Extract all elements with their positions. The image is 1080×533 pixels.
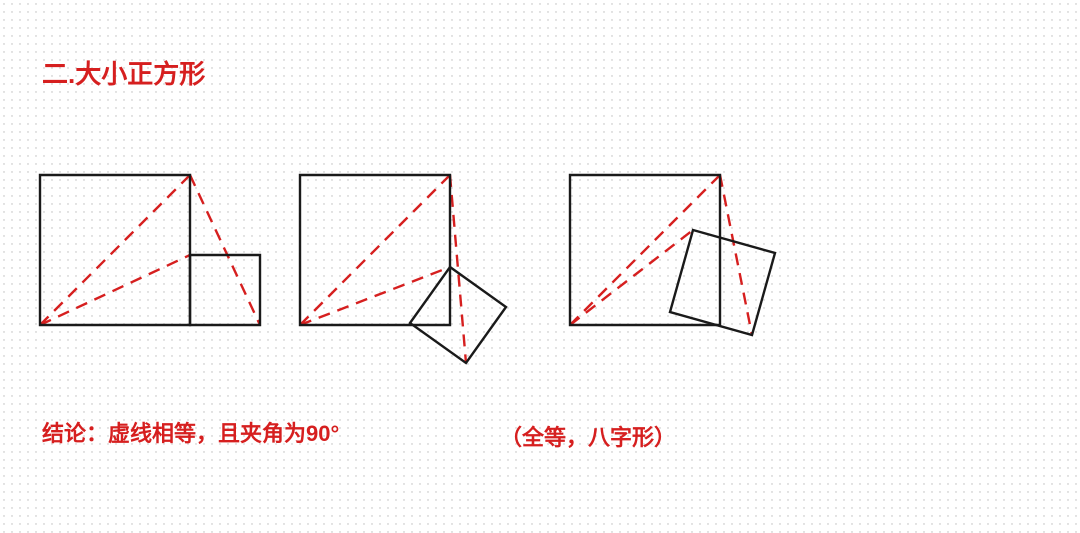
fig2 — [300, 175, 506, 363]
diagram-stage: 二.大小正方形 结论：虚线相等，且夹角为90° （全等，八字形） — [0, 0, 1080, 533]
figures-svg — [0, 0, 1080, 533]
fig3 — [570, 175, 775, 335]
fig1 — [40, 175, 260, 325]
